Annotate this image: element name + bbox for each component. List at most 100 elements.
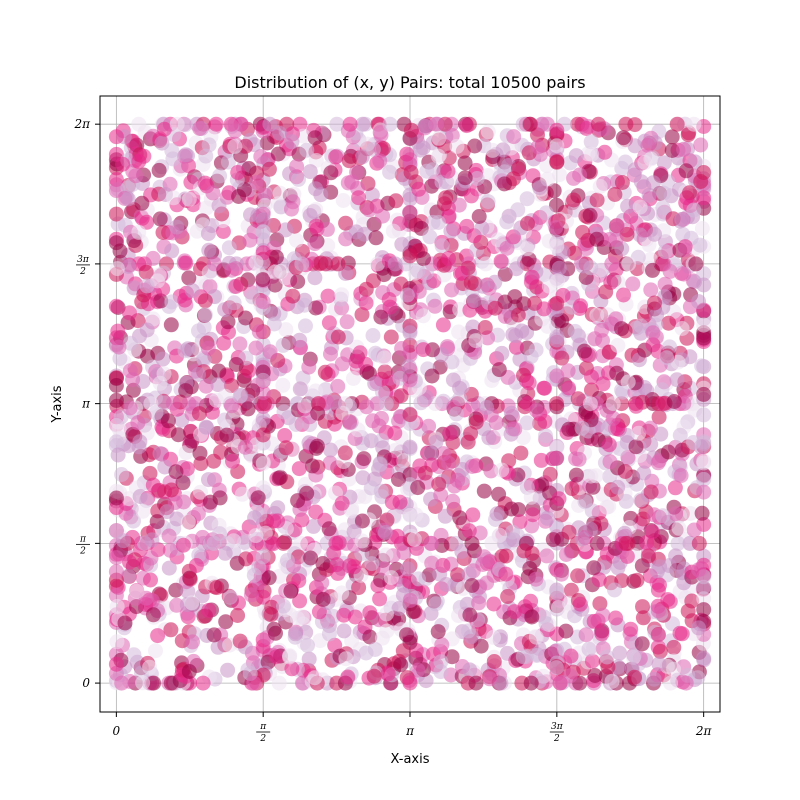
scatter-point: [549, 138, 565, 154]
scatter-point: [164, 243, 180, 259]
scatter-point: [253, 149, 269, 164]
scatter-point: [551, 491, 567, 507]
scatter-point: [265, 536, 281, 552]
scatter-point: [108, 656, 124, 672]
scatter-point: [661, 558, 677, 574]
scatter-point: [508, 328, 524, 344]
scatter-point: [291, 171, 306, 187]
scatter-point: [604, 256, 620, 272]
scatter-point: [524, 269, 540, 285]
scatter-point: [691, 562, 707, 578]
scatter-point: [376, 350, 392, 366]
svg-text:π: π: [79, 534, 87, 544]
scatter-point: [179, 461, 195, 477]
scatter-point: [338, 215, 354, 231]
scatter-point: [435, 557, 451, 573]
scatter-point: [519, 191, 535, 207]
scatter-point: [375, 208, 391, 224]
scatter-point: [250, 490, 266, 506]
scatter-point: [475, 557, 491, 572]
scatter-point: [650, 603, 666, 619]
scatter-point: [263, 607, 279, 623]
scatter-point: [463, 426, 479, 442]
scatter-point: [464, 459, 480, 474]
scatter-point: [164, 294, 180, 310]
scatter-point: [220, 662, 236, 678]
x-tick-label-0: 0: [113, 724, 121, 738]
scatter-point: [208, 116, 224, 132]
scatter-point: [359, 399, 375, 415]
scatter-point: [548, 660, 564, 676]
scatter-point: [303, 550, 319, 566]
scatter-point: [654, 382, 670, 398]
scatter-point: [525, 507, 541, 523]
scatter-point: [560, 363, 576, 379]
scatter-point: [262, 116, 278, 132]
scatter-point: [108, 129, 124, 145]
scatter-point: [393, 657, 409, 673]
scatter-point: [520, 216, 535, 231]
scatter-point: [284, 134, 300, 150]
scatter-point: [125, 382, 141, 398]
scatter-point: [151, 162, 167, 178]
scatter-point: [691, 294, 707, 310]
scatter-point: [584, 503, 600, 519]
scatter-point: [435, 317, 451, 333]
scatter-point: [578, 627, 594, 643]
scatter-point: [576, 343, 592, 359]
scatter-point: [533, 452, 549, 468]
scatter-point: [444, 282, 460, 298]
scatter-point: [402, 675, 418, 691]
svg-text:0: 0: [113, 724, 121, 738]
scatter-point: [676, 141, 692, 157]
scatter-point: [354, 149, 370, 165]
scatter-point: [510, 161, 526, 177]
svg-text:π: π: [81, 397, 91, 411]
scatter-point: [561, 421, 577, 437]
scatter-point: [554, 566, 569, 582]
scatter-point: [129, 583, 145, 599]
scatter-point: [271, 675, 287, 691]
scatter-point: [300, 637, 315, 653]
scatter-point: [415, 342, 431, 358]
scatter-point: [696, 484, 712, 500]
scatter-point: [411, 571, 426, 587]
scatter-point: [466, 293, 482, 309]
scatter-point: [383, 329, 399, 345]
scatter-point: [475, 278, 491, 294]
scatter-point: [563, 648, 579, 664]
scatter-point: [255, 456, 271, 471]
scatter-point: [285, 288, 301, 304]
scatter-point: [428, 116, 444, 132]
scatter-point: [595, 376, 611, 392]
scatter-point: [288, 417, 304, 432]
scatter-point: [132, 489, 148, 504]
scatter-point: [337, 445, 353, 461]
scatter-point: [645, 175, 661, 191]
scatter-point: [479, 400, 495, 415]
scatter-point: [574, 531, 590, 547]
scatter-point: [616, 287, 631, 303]
chart-title: Distribution of (x, y) Pairs: total 1050…: [234, 73, 585, 92]
scatter-point: [202, 494, 218, 510]
scatter-point: [550, 273, 565, 289]
scatter-point: [519, 415, 535, 431]
scatter-point: [671, 520, 687, 536]
scatter-point: [584, 369, 599, 385]
scatter-point: [542, 466, 558, 482]
scatter-point: [461, 566, 477, 582]
scatter-point: [145, 607, 161, 623]
scatter-point: [438, 190, 454, 206]
scatter-point: [686, 116, 702, 132]
scatter-point: [614, 175, 630, 190]
scatter-point: [394, 236, 410, 252]
scatter-point: [629, 572, 645, 588]
scatter-point: [122, 554, 137, 570]
scatter-point: [188, 558, 204, 573]
scatter-point: [149, 514, 165, 530]
scatter-point: [354, 307, 370, 323]
scatter-point: [646, 671, 662, 687]
scatter-point: [570, 568, 586, 584]
scatter-point: [399, 287, 415, 303]
